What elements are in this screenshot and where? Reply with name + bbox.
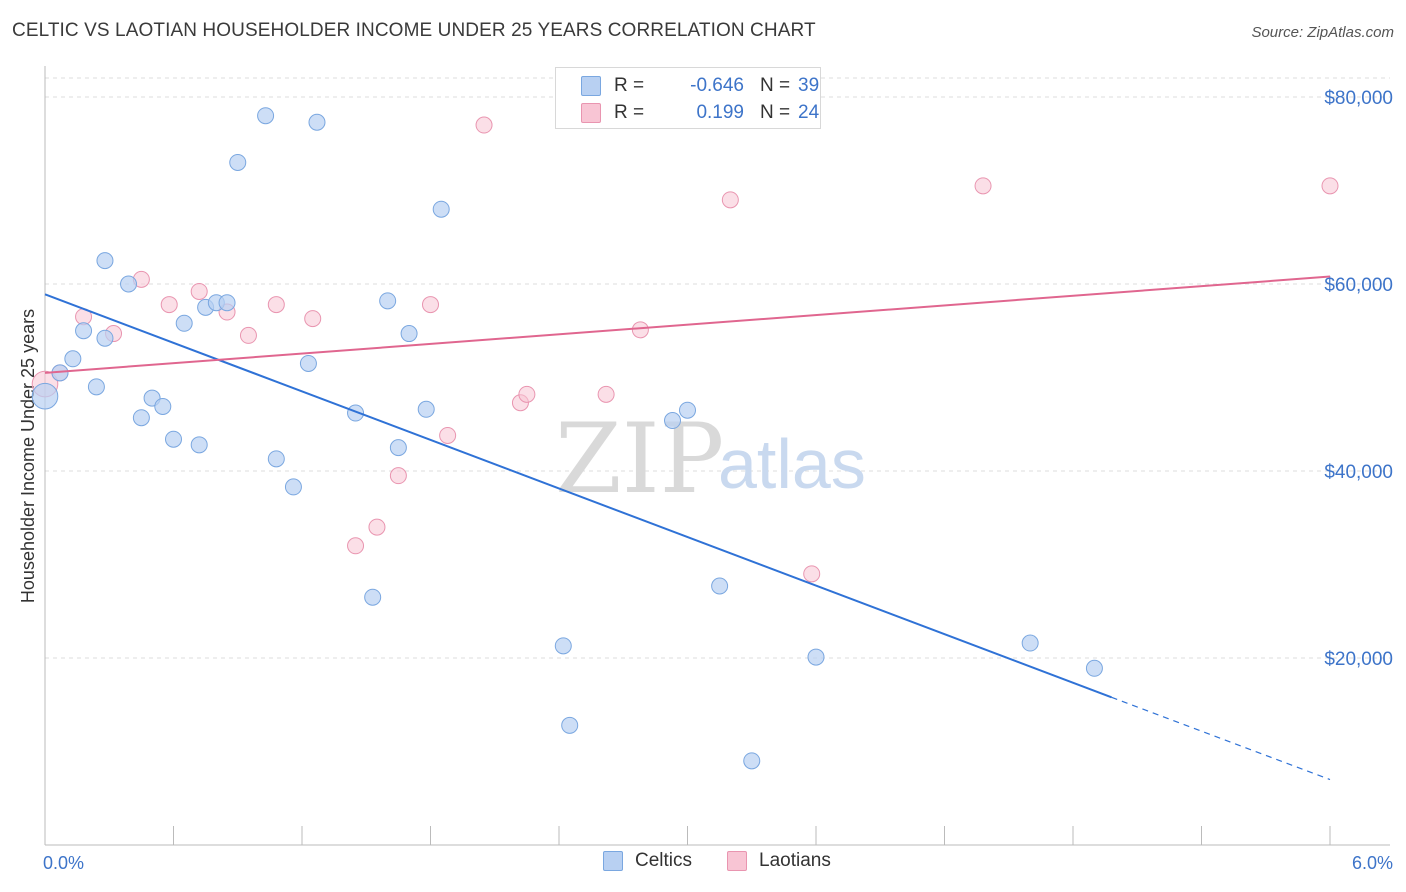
- laotians-point[interactable]: [1321, 177, 1339, 195]
- celtics-point[interactable]: [64, 350, 82, 368]
- chart-title: CELTIC VS LAOTIAN HOUSEHOLDER INCOME UND…: [12, 20, 816, 41]
- watermark-zip: ZIP: [555, 403, 724, 515]
- x-tick-label: 6.0%: [1352, 853, 1393, 873]
- y-tick-label: $80,000: [1324, 88, 1393, 109]
- y-axis-label: Householder Income Under 25 years: [18, 309, 38, 603]
- celtics-point[interactable]: [679, 401, 696, 419]
- celtics-point[interactable]: [417, 400, 435, 418]
- y-tick-label: $40,000: [1324, 462, 1393, 483]
- celtics-point[interactable]: [96, 252, 114, 270]
- celtics-point[interactable]: [175, 314, 193, 332]
- celtics-point[interactable]: [364, 588, 382, 606]
- laotians-point[interactable]: [974, 177, 992, 195]
- laotians-point[interactable]: [439, 426, 457, 444]
- r-label: R =: [614, 102, 645, 123]
- legend-label-celtics: Celtics: [635, 850, 693, 871]
- laotians-trend-line: [44, 275, 1331, 374]
- correlation-legend: R = -0.646 N = 39 R = 0.199 N = 24: [555, 67, 821, 129]
- celtics-trend-line: [44, 293, 1112, 699]
- laotians-point[interactable]: [160, 296, 178, 314]
- laotians-point[interactable]: [631, 321, 649, 339]
- celtics-point[interactable]: [190, 436, 208, 454]
- trend-lines: [44, 275, 1331, 781]
- celtics-point[interactable]: [554, 637, 572, 655]
- laotians-point[interactable]: [347, 537, 365, 555]
- celtics-point[interactable]: [711, 577, 729, 595]
- laotians-swatch: [727, 851, 747, 871]
- celtics-point[interactable]: [1021, 634, 1039, 652]
- celtics-point[interactable]: [743, 752, 761, 770]
- laotians-swatch: [581, 103, 601, 123]
- celtics-point[interactable]: [400, 325, 418, 343]
- laotians-point[interactable]: [267, 296, 285, 314]
- celtics-point[interactable]: [154, 397, 172, 415]
- series-legend: Celtics Laotians: [0, 850, 1406, 878]
- celtics-point[interactable]: [229, 153, 247, 171]
- r-label: R =: [614, 75, 645, 96]
- x-tick-labels: 0.0% 6.0%: [43, 853, 1393, 873]
- laotians-point[interactable]: [239, 326, 257, 344]
- legend-label-laotians: Laotians: [759, 850, 831, 871]
- laotians-point[interactable]: [190, 282, 208, 300]
- laotians-point[interactable]: [475, 116, 493, 134]
- n-label: N =: [760, 102, 791, 123]
- watermark: ZIP atlas: [555, 403, 866, 515]
- celtics-point[interactable]: [284, 478, 302, 496]
- celtics-swatch: [581, 76, 601, 96]
- laotians-point[interactable]: [597, 385, 615, 403]
- n-value: 39: [798, 75, 820, 96]
- laotians-point[interactable]: [518, 385, 536, 403]
- celtics-point[interactable]: [75, 322, 93, 340]
- r-value: -0.646: [690, 75, 744, 96]
- celtics-point[interactable]: [308, 113, 326, 131]
- celtics-point[interactable]: [807, 648, 825, 666]
- celtics-point[interactable]: [664, 412, 682, 430]
- celtics-point[interactable]: [299, 354, 317, 372]
- laotians-point[interactable]: [389, 467, 407, 485]
- chart-source: Source: ZipAtlas.com: [1251, 24, 1394, 41]
- celtics-point[interactable]: [1085, 659, 1103, 677]
- x-tick-label: 0.0%: [43, 853, 84, 873]
- legend-item-celtics[interactable]: Celtics: [603, 850, 692, 872]
- y-tick-label: $20,000: [1324, 649, 1393, 670]
- celtics-point[interactable]: [561, 716, 579, 734]
- axes: [44, 66, 1390, 846]
- celtics-points: [31, 107, 1103, 770]
- legend-item-laotians[interactable]: Laotians: [727, 850, 831, 872]
- celtics-point[interactable]: [120, 275, 138, 293]
- laotians-point[interactable]: [304, 310, 322, 328]
- celtics-point[interactable]: [218, 294, 236, 312]
- celtics-swatch: [603, 851, 623, 871]
- laotians-point[interactable]: [721, 191, 739, 209]
- laotians-point[interactable]: [368, 518, 386, 536]
- laotians-point[interactable]: [422, 296, 439, 314]
- celtics-trend-extension: [1111, 696, 1331, 781]
- n-value: 24: [798, 102, 820, 123]
- celtics-point[interactable]: [87, 378, 105, 396]
- celtics-point[interactable]: [379, 292, 397, 310]
- celtics-point[interactable]: [132, 409, 150, 427]
- y-tick-label: $60,000: [1324, 275, 1393, 296]
- celtics-point[interactable]: [347, 404, 365, 422]
- r-value: 0.199: [696, 102, 744, 123]
- celtics-point[interactable]: [165, 430, 182, 448]
- celtics-point[interactable]: [31, 382, 59, 410]
- celtics-point[interactable]: [257, 107, 275, 125]
- y-tick-labels: $20,000 $40,000 $60,000 $80,000: [1324, 88, 1393, 670]
- celtics-point[interactable]: [267, 450, 285, 468]
- celtics-point[interactable]: [389, 439, 407, 457]
- celtics-point[interactable]: [96, 329, 114, 347]
- laotians-point[interactable]: [803, 565, 821, 583]
- n-label: N =: [760, 75, 791, 96]
- watermark-atlas: atlas: [718, 425, 866, 503]
- celtics-point[interactable]: [432, 200, 450, 218]
- grid-lines: [45, 77, 1390, 659]
